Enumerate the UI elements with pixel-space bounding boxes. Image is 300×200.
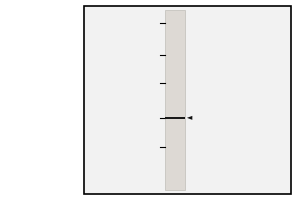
Text: 95: 95 — [131, 77, 146, 90]
Text: 72: 72 — [131, 111, 146, 124]
Text: 55: 55 — [131, 140, 146, 154]
Text: 130: 130 — [124, 48, 146, 61]
Text: 250: 250 — [124, 16, 146, 29]
